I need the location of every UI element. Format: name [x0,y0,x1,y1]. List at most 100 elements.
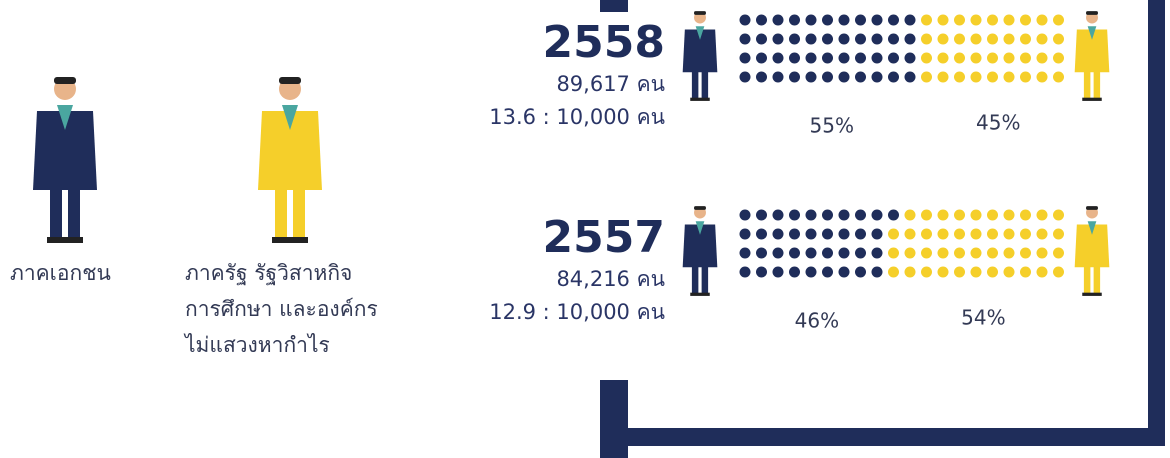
public-dot [954,267,965,278]
public-dot [1004,229,1015,240]
private-dot [773,229,784,240]
shoe [1082,98,1101,101]
private-dot [789,229,800,240]
private-dot [822,34,833,45]
private-dot [822,229,833,240]
private-dot [855,72,866,83]
private-dot [773,72,784,83]
public-dot [938,248,949,259]
public-dot [938,72,949,83]
public-dot [921,248,932,259]
private-dot [905,15,916,26]
public-dot [905,248,916,259]
public-dot [1020,267,1031,278]
public-dot [987,210,998,221]
leg [1084,266,1090,294]
private-dot [888,72,899,83]
hair [54,77,76,84]
private-dot [756,34,767,45]
private-dot [806,53,817,64]
public-dot [1004,72,1015,83]
public-dot [1053,248,1064,259]
private-dot [806,229,817,240]
leg [702,71,708,99]
leg [1094,71,1100,99]
public-dot [921,229,932,240]
public-dot [954,15,965,26]
public-dot [888,248,899,259]
public-dot [1020,34,1031,45]
private-dot [839,229,850,240]
public-dot [971,34,982,45]
public-dot [1053,72,1064,83]
private-pct: 55% [810,114,854,138]
public-dot [954,210,965,221]
public-dot [1037,210,1048,221]
year: 2558 [543,17,665,68]
ratio: 13.6 : 10,000 คน [489,105,665,129]
people-count: 89,617 คน [556,72,665,96]
private-dot [872,15,883,26]
public-dot [1037,229,1048,240]
year: 2557 [543,212,665,263]
public-dot [938,34,949,45]
private-dot [822,53,833,64]
private-dot [740,53,751,64]
public-label: ไม่แสวงหากำไร [183,333,330,357]
public-dot [971,15,982,26]
leg [293,187,305,239]
public-dot [1004,210,1015,221]
private-dot [773,267,784,278]
public-dot [954,34,965,45]
private-dot [855,248,866,259]
public-dot [971,72,982,83]
hair [694,11,706,15]
leg [275,187,287,239]
private-dot [789,34,800,45]
private-dot [872,34,883,45]
public-dot [1004,248,1015,259]
ratio: 12.9 : 10,000 คน [489,300,665,324]
public-dot [1053,229,1064,240]
public-dot [954,72,965,83]
private-dot [839,72,850,83]
private-dot [756,248,767,259]
public-dot [921,15,932,26]
public-label: ภาครัฐ รัฐวิสาหกิจ [185,261,352,285]
public-dot [888,229,899,240]
private-dot [806,34,817,45]
private-dot [872,53,883,64]
public-dot [938,15,949,26]
leg [1084,71,1090,99]
private-dot [855,15,866,26]
public-dot [938,267,949,278]
private-pct: 46% [795,309,839,333]
private-dot [822,210,833,221]
person-icon [683,11,718,101]
private-dot [855,34,866,45]
private-dot [756,53,767,64]
private-dot [855,210,866,221]
public-dot [1053,34,1064,45]
public-dot [987,248,998,259]
people-count: 84,216 คน [556,267,665,291]
private-dot [740,248,751,259]
person-icon [683,206,718,296]
private-dot [839,210,850,221]
person-icon [33,77,97,243]
private-dot [839,15,850,26]
private-dot [740,34,751,45]
private-dot [855,229,866,240]
private-dot [806,210,817,221]
private-dot [740,229,751,240]
public-dot [971,229,982,240]
private-dot [855,267,866,278]
private-dot [806,15,817,26]
private-dot [740,72,751,83]
private-dot [888,15,899,26]
private-dot [905,72,916,83]
public-dot [1020,72,1031,83]
public-dot [905,210,916,221]
private-dot [740,15,751,26]
leg [50,187,62,239]
